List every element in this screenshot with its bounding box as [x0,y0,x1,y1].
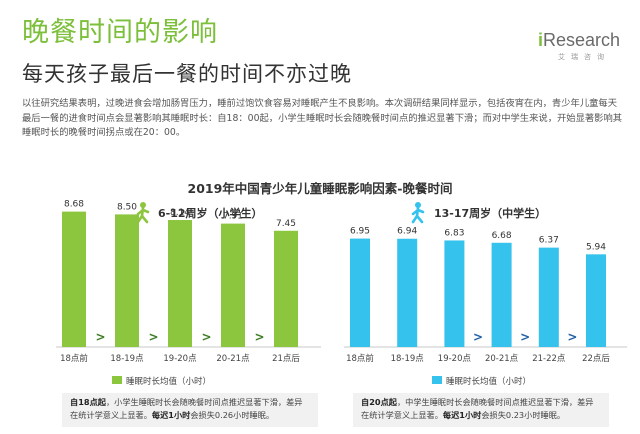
primary-tick-label: 19-20点 [163,354,197,364]
primary-data-label: 8.50 [117,202,137,212]
intro-paragraph: 以往研究结果表明，过晚进食会增加肠胃压力，睡前过饱饮食容易对睡眠产生不良影响。本… [22,98,623,138]
note-middle-tail: 会损失0.23小时睡眠。 [481,410,566,420]
primary-tick-label: 18-19点 [110,354,144,364]
primary-legend-label: 睡眠时长均值（小时） [126,376,211,387]
logo-cn: 艾瑞咨询 [558,53,610,61]
middle-bar [444,240,465,347]
note-primary-tail: 会损失0.26小时睡眠。 [190,410,275,420]
middle-data-label: 6.95 [350,227,370,237]
chart-title: 2019年中国青少年儿童睡眠影响因素-晚餐时间 [187,181,453,196]
primary-bar [115,214,139,347]
note-primary: 自18点起，小学生睡眠时长会随晚餐时间点推迟显著下滑，差异在统计学意义上显著。每… [62,393,318,427]
note-primary-text: ，小学生睡眠时长会随晚餐时间点推迟显著下滑，差异在统计学意义上显著。 [70,397,303,420]
middle-arrow: > [567,330,577,344]
middle-legend-label: 睡眠时长均值（小时） [446,376,531,387]
primary-tick-label: 21点后 [272,353,300,364]
note-middle-text: ，中学生睡眠时长会随晚餐时间点推迟显著下滑，差异在统计学意义上显著。 [361,397,594,420]
middle-arrow: > [520,330,530,344]
middle-tick-label: 19-20点 [438,354,472,364]
primary-data-label: 8.68 [64,200,84,210]
middle-data-label: 6.83 [444,228,464,238]
note-primary-emph: 每迟1小时 [151,410,191,420]
middle-tick-label: 20-21点 [485,354,519,364]
middle-data-label: 6.94 [397,227,417,237]
middle-tick-label: 18点前 [346,353,374,364]
iresearch-logo: iResearch 艾瑞咨询 [538,30,634,70]
primary-arrow: > [95,330,105,344]
middle-tick-label: 21-22点 [532,354,566,364]
primary-legend-swatch [112,376,122,384]
teen-walking-icon [411,202,425,224]
page-subtitle: 每天孩子最后一餐的时间不亦过晚 [22,62,352,86]
note-primary-lead: 自18点起 [70,397,106,407]
logo-brand: iResearch [538,30,621,50]
middle-tick-label: 22点后 [582,353,610,364]
middle-bar [538,247,559,347]
primary-data-label: 8.14 [170,208,190,218]
middle-data-label: 6.68 [492,231,512,241]
middle-data-label: 5.94 [586,242,606,252]
middle-bar [397,238,418,347]
middle-arrow: > [473,330,483,344]
page-title: 晚餐时间的影响 [22,17,218,48]
note-middle-lead: 自20点起 [361,397,397,407]
primary-arrow: > [148,330,158,344]
primary-group-label: 6-12周岁（小学生） [158,206,263,220]
primary-bar [274,230,298,347]
middle-tick-label: 18-19点 [391,354,425,364]
middle-legend-swatch [432,376,442,384]
primary-data-label: 7.45 [276,219,296,229]
primary-data-label: 7.91 [223,212,243,222]
primary-tick-label: 20-21点 [216,354,250,364]
note-middle: 自20点起，中学生睡眠时长会随晚餐时间点推迟显著下滑，差异在统计学意义上显著。每… [353,393,609,427]
primary-bar [221,223,245,347]
middle-group-label: 13-17周岁（中学生） [434,206,546,220]
middle-bar [491,242,512,347]
middle-bar [586,254,606,347]
note-middle-emph: 每迟1小时 [442,410,482,420]
primary-arrow: > [254,330,264,344]
middle-bar [350,238,370,347]
primary-bar [62,211,86,347]
primary-tick-label: 18点前 [60,353,88,364]
middle-data-label: 6.37 [539,236,559,246]
primary-arrow: > [201,330,211,344]
child-walking-icon [136,202,150,224]
primary-bar [168,220,192,347]
